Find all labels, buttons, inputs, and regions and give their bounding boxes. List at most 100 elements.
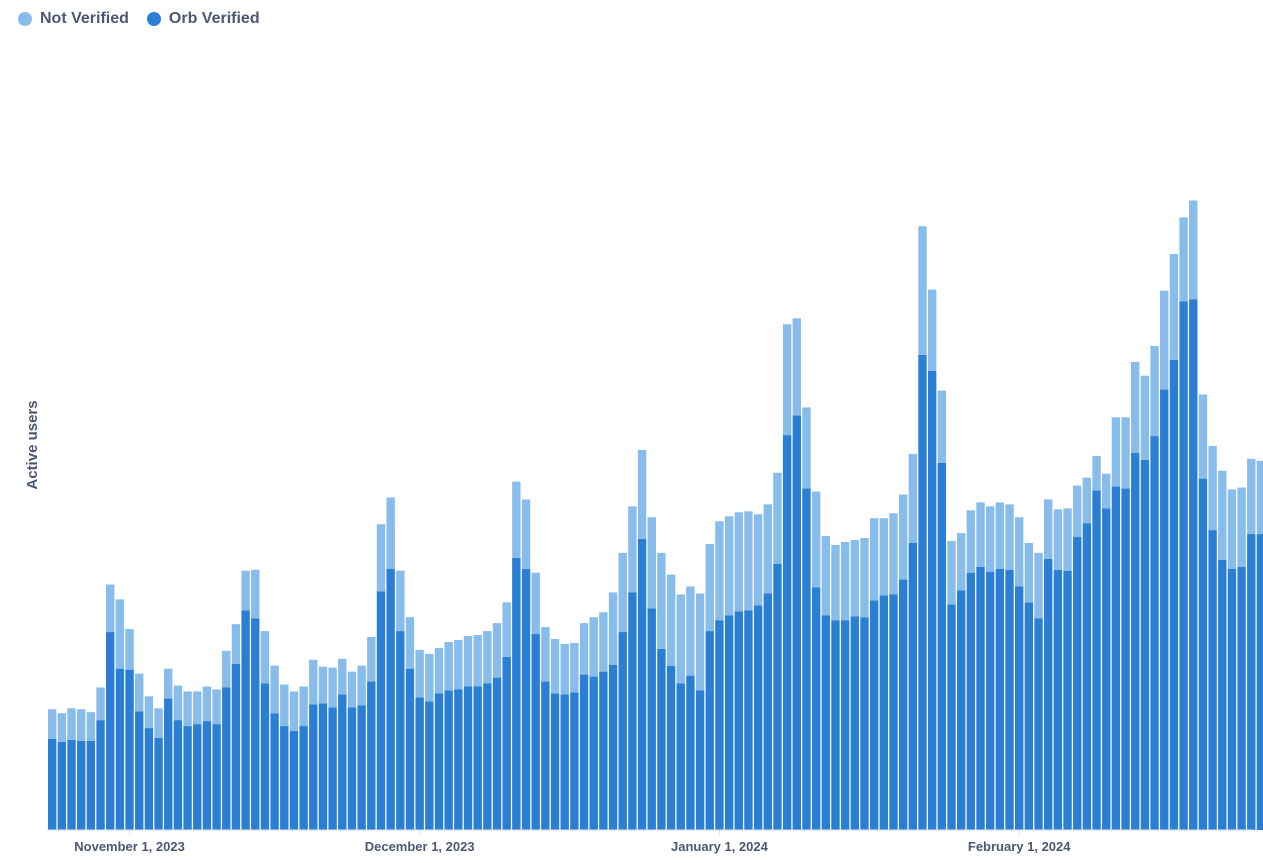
bar-not-verified[interactable]: [734, 512, 743, 612]
bar-orb-verified[interactable]: [550, 693, 560, 830]
bar-not-verified[interactable]: [77, 709, 86, 741]
bar-not-verified[interactable]: [521, 499, 531, 569]
bar-not-verified[interactable]: [773, 472, 782, 564]
bar-orb-verified[interactable]: [270, 713, 279, 830]
bar-orb-verified[interactable]: [995, 568, 1005, 830]
bar-not-verified[interactable]: [125, 629, 134, 670]
bar-orb-verified[interactable]: [521, 568, 531, 830]
bar-not-verified[interactable]: [492, 623, 502, 678]
bar-not-verified[interactable]: [96, 687, 105, 721]
bar-orb-verified[interactable]: [589, 676, 598, 830]
bar-not-verified[interactable]: [792, 318, 801, 416]
bar-orb-verified[interactable]: [560, 694, 569, 830]
bar-not-verified[interactable]: [405, 617, 415, 669]
bar-orb-verified[interactable]: [386, 568, 395, 830]
bar-not-verified[interactable]: [705, 543, 714, 632]
bar-orb-verified[interactable]: [77, 740, 86, 830]
bar-orb-verified[interactable]: [647, 608, 656, 830]
bar-not-verified[interactable]: [715, 521, 724, 621]
bar-not-verified[interactable]: [676, 594, 685, 684]
bar-orb-verified[interactable]: [628, 592, 637, 830]
bar-orb-verified[interactable]: [744, 610, 753, 830]
bar-orb-verified[interactable]: [1131, 452, 1140, 830]
bar-not-verified[interactable]: [966, 510, 976, 573]
bar-orb-verified[interactable]: [918, 354, 927, 830]
bar-not-verified[interactable]: [695, 593, 705, 691]
bar-not-verified[interactable]: [550, 638, 560, 694]
bar-not-verified[interactable]: [1169, 253, 1179, 360]
bar-orb-verified[interactable]: [1111, 486, 1121, 830]
bar-not-verified[interactable]: [502, 602, 511, 657]
bar-orb-verified[interactable]: [956, 590, 966, 830]
bar-not-verified[interactable]: [483, 631, 492, 684]
bar-orb-verified[interactable]: [154, 737, 163, 830]
bar-orb-verified[interactable]: [1044, 558, 1053, 830]
bar-orb-verified[interactable]: [802, 488, 811, 830]
bar-orb-verified[interactable]: [183, 726, 192, 830]
bar-orb-verified[interactable]: [618, 632, 627, 830]
bar-not-verified[interactable]: [231, 624, 241, 664]
bar-orb-verified[interactable]: [570, 692, 579, 830]
bar-orb-verified[interactable]: [1179, 301, 1188, 831]
bar-not-verified[interactable]: [918, 226, 927, 355]
bar-not-verified[interactable]: [1073, 485, 1082, 538]
bar-not-verified[interactable]: [1160, 290, 1169, 390]
bar-orb-verified[interactable]: [1198, 478, 1208, 830]
bar-orb-verified[interactable]: [106, 632, 115, 830]
bar-not-verified[interactable]: [724, 516, 734, 616]
bar-orb-verified[interactable]: [241, 610, 250, 830]
bar-orb-verified[interactable]: [676, 683, 685, 830]
bar-orb-verified[interactable]: [164, 698, 173, 830]
bar-not-verified[interactable]: [937, 390, 947, 463]
bar-not-verified[interactable]: [637, 449, 647, 540]
bar-not-verified[interactable]: [1247, 458, 1256, 535]
bar-orb-verified[interactable]: [48, 738, 57, 830]
bar-not-verified[interactable]: [947, 540, 956, 605]
bar-orb-verified[interactable]: [1208, 530, 1217, 830]
bar-orb-verified[interactable]: [1102, 508, 1111, 830]
bar-orb-verified[interactable]: [811, 587, 821, 830]
bar-not-verified[interactable]: [67, 708, 76, 740]
bar-not-verified[interactable]: [608, 592, 618, 665]
bar-not-verified[interactable]: [212, 689, 221, 725]
bar-orb-verified[interactable]: [212, 724, 221, 830]
bar-not-verified[interactable]: [879, 518, 889, 596]
bar-not-verified[interactable]: [512, 481, 521, 558]
bar-orb-verified[interactable]: [715, 620, 724, 830]
bar-not-verified[interactable]: [860, 538, 869, 618]
bar-not-verified[interactable]: [299, 686, 308, 727]
bar-orb-verified[interactable]: [473, 686, 482, 830]
bar-orb-verified[interactable]: [1005, 569, 1014, 830]
bar-orb-verified[interactable]: [318, 703, 328, 830]
bar-orb-verified[interactable]: [376, 591, 386, 830]
bar-orb-verified[interactable]: [444, 690, 453, 830]
bar-not-verified[interactable]: [666, 574, 676, 666]
bar-orb-verified[interactable]: [86, 740, 96, 830]
bar-orb-verified[interactable]: [724, 615, 734, 830]
bar-not-verified[interactable]: [579, 623, 589, 675]
bar-orb-verified[interactable]: [1121, 488, 1130, 830]
bar-orb-verified[interactable]: [222, 687, 231, 830]
bar-not-verified[interactable]: [1256, 460, 1263, 535]
bar-not-verified[interactable]: [57, 713, 67, 742]
bar-orb-verified[interactable]: [869, 600, 879, 830]
bar-orb-verified[interactable]: [792, 415, 801, 830]
bar-orb-verified[interactable]: [840, 620, 850, 830]
bar-orb-verified[interactable]: [367, 681, 376, 830]
bar-orb-verified[interactable]: [328, 707, 337, 830]
bar-orb-verified[interactable]: [251, 618, 260, 830]
bar-not-verified[interactable]: [560, 643, 569, 695]
bar-not-verified[interactable]: [811, 491, 821, 588]
bar-orb-verified[interactable]: [879, 595, 889, 830]
bar-not-verified[interactable]: [802, 407, 811, 489]
bar-not-verified[interactable]: [328, 667, 337, 708]
bar-orb-verified[interactable]: [898, 579, 908, 830]
bar-orb-verified[interactable]: [309, 704, 318, 830]
bar-orb-verified[interactable]: [415, 697, 424, 830]
bar-not-verified[interactable]: [1044, 499, 1053, 559]
bar-not-verified[interactable]: [241, 570, 250, 611]
bar-not-verified[interactable]: [831, 544, 840, 621]
bar-not-verified[interactable]: [1150, 346, 1159, 437]
bar-not-verified[interactable]: [1218, 470, 1227, 560]
bar-not-verified[interactable]: [425, 653, 434, 702]
